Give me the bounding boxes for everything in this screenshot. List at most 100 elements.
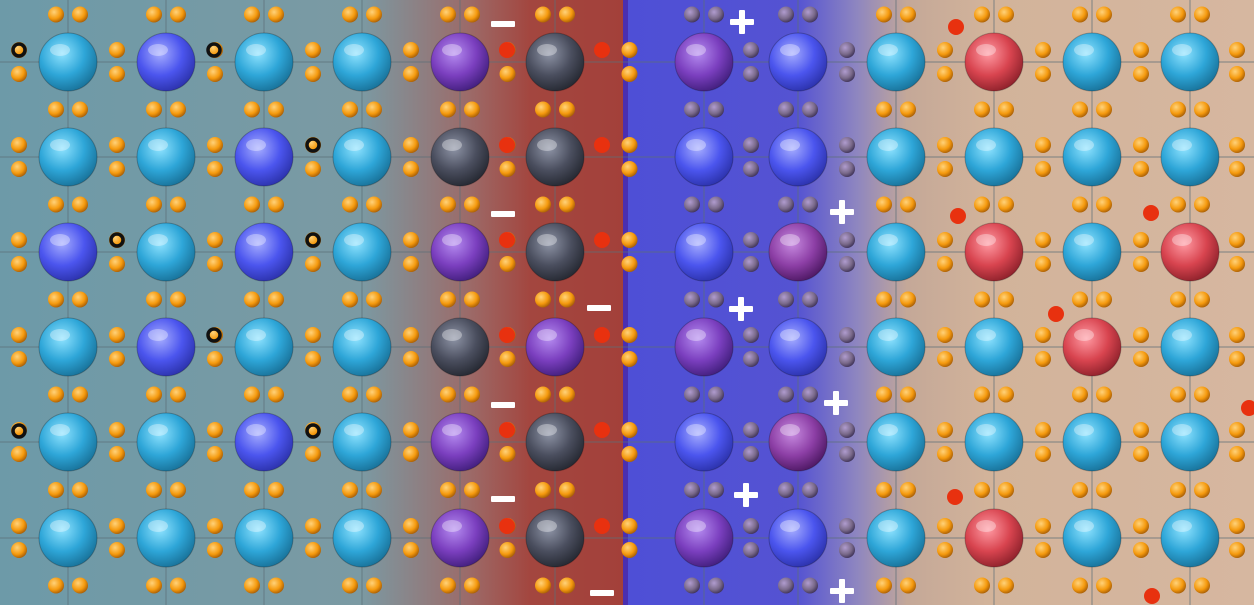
bond-atom bbox=[1133, 518, 1149, 534]
bond-atom bbox=[1133, 161, 1149, 177]
bond-atom bbox=[1229, 161, 1245, 177]
bond-atom bbox=[11, 351, 27, 367]
bond-atom bbox=[1133, 66, 1149, 82]
bond-atom bbox=[802, 577, 818, 594]
bond-atom bbox=[708, 386, 724, 403]
bond-atom bbox=[11, 518, 27, 534]
electron-dot bbox=[499, 327, 515, 343]
right-material-background bbox=[627, 0, 1254, 605]
bond-atom bbox=[743, 161, 759, 177]
bond-atom bbox=[146, 6, 162, 23]
hole-ring bbox=[305, 423, 321, 439]
atom-highlight bbox=[976, 44, 996, 56]
bond-atom bbox=[1035, 161, 1051, 177]
bond-atom bbox=[146, 101, 162, 118]
bond-atom bbox=[743, 42, 759, 58]
bond-atom bbox=[743, 66, 759, 82]
electron-dot bbox=[594, 232, 610, 248]
bond-atom bbox=[839, 351, 855, 367]
atom-highlight bbox=[50, 234, 70, 246]
atom-highlight bbox=[878, 329, 898, 341]
bond-atom bbox=[802, 196, 818, 213]
electron-dot bbox=[499, 137, 515, 153]
bond-atom bbox=[1133, 446, 1149, 462]
bond-atom bbox=[708, 6, 724, 23]
bond-atom bbox=[621, 42, 638, 58]
atom-highlight bbox=[1172, 329, 1192, 341]
bond-atom bbox=[268, 577, 284, 594]
bond-atom bbox=[146, 386, 162, 403]
bond-atom bbox=[268, 482, 284, 498]
bond-atom bbox=[621, 422, 638, 438]
bond-atom bbox=[937, 542, 953, 558]
bond-atom bbox=[499, 351, 516, 367]
bond-atom bbox=[109, 446, 125, 462]
bond-atom bbox=[403, 542, 419, 558]
atom-highlight bbox=[780, 424, 800, 436]
lattice-atom-cyan bbox=[866, 412, 926, 472]
bond-atom bbox=[839, 518, 855, 534]
bond-atom bbox=[464, 291, 480, 308]
lattice-atom-dark bbox=[525, 508, 585, 568]
bond-atom bbox=[839, 422, 855, 438]
bond-atom bbox=[305, 256, 321, 272]
bond-atom bbox=[464, 577, 480, 594]
bond-atom bbox=[305, 42, 321, 58]
atom-highlight bbox=[442, 139, 462, 151]
lattice-atom-cyan bbox=[1062, 508, 1122, 568]
lattice-atom-red bbox=[964, 508, 1024, 568]
bond-atom bbox=[403, 42, 419, 58]
bond-atom bbox=[937, 351, 953, 367]
atom-highlight bbox=[1172, 424, 1192, 436]
bond-atom bbox=[778, 577, 794, 594]
bond-atom bbox=[268, 196, 284, 213]
bond-atom bbox=[1035, 327, 1051, 343]
free-electron-dot bbox=[948, 19, 964, 35]
atom-highlight bbox=[537, 424, 557, 436]
bond-atom bbox=[1170, 291, 1186, 308]
bond-atom bbox=[839, 232, 855, 248]
lattice-atom-blue bbox=[768, 32, 828, 92]
bond-atom bbox=[839, 446, 855, 462]
bond-atom bbox=[464, 6, 480, 23]
bond-atom bbox=[244, 6, 260, 23]
bond-atom bbox=[440, 386, 456, 403]
bond-atom bbox=[305, 327, 321, 343]
bond-atom bbox=[366, 196, 382, 213]
bond-atom bbox=[743, 327, 759, 343]
bond-atom bbox=[998, 482, 1014, 498]
bond-atom bbox=[366, 577, 382, 594]
bond-atom bbox=[743, 137, 759, 153]
bond-atom bbox=[1170, 482, 1186, 498]
bond-atom bbox=[440, 101, 456, 118]
bond-atom bbox=[403, 161, 419, 177]
lattice-atom-cyan bbox=[38, 127, 98, 187]
hole-ring bbox=[11, 423, 27, 439]
bond-atom bbox=[876, 291, 892, 308]
lattice-atom-dark bbox=[525, 32, 585, 92]
bond-atom bbox=[535, 577, 551, 594]
bond-atom bbox=[1229, 518, 1245, 534]
bond-atom bbox=[743, 351, 759, 367]
free-electron-dot bbox=[947, 489, 963, 505]
bond-atom bbox=[974, 577, 990, 594]
bond-atom bbox=[403, 256, 419, 272]
lattice-atom-cyan bbox=[1160, 32, 1220, 92]
bond-atom bbox=[1194, 6, 1210, 23]
bond-atom bbox=[366, 482, 382, 498]
bond-atom bbox=[109, 542, 125, 558]
atom-highlight bbox=[780, 44, 800, 56]
lattice-atom-cyan bbox=[1160, 412, 1220, 472]
atom-highlight bbox=[1172, 520, 1192, 532]
bond-atom bbox=[440, 291, 456, 308]
plus-sign bbox=[743, 483, 749, 507]
bond-atom bbox=[974, 482, 990, 498]
bond-atom bbox=[1229, 542, 1245, 558]
plus-sign bbox=[738, 297, 744, 321]
bond-atom bbox=[802, 6, 818, 23]
atom-highlight bbox=[1074, 520, 1094, 532]
bond-atom bbox=[244, 101, 260, 118]
lattice-atom-red bbox=[1062, 317, 1122, 377]
